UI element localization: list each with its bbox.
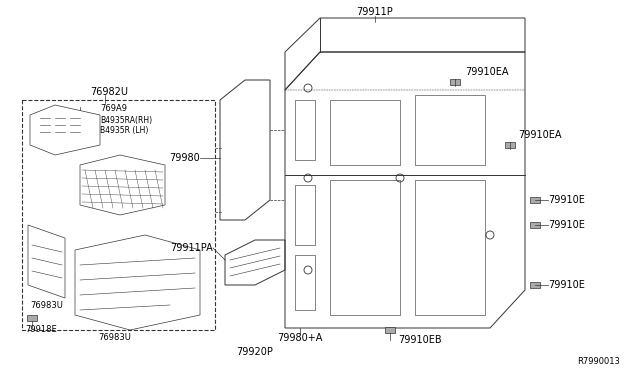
Text: 79910EA: 79910EA (518, 130, 561, 140)
Text: 79910EA: 79910EA (465, 67, 509, 77)
Text: 79911P: 79911P (356, 7, 394, 17)
Polygon shape (530, 282, 540, 288)
Text: 76983U: 76983U (99, 334, 131, 343)
Polygon shape (530, 222, 540, 228)
Text: 76982U: 76982U (90, 87, 128, 97)
Text: 79910EB: 79910EB (398, 335, 442, 345)
Polygon shape (385, 327, 395, 333)
Polygon shape (530, 197, 540, 203)
Polygon shape (450, 79, 460, 85)
Polygon shape (27, 315, 37, 321)
Text: B4935R (LH): B4935R (LH) (100, 125, 148, 135)
Text: 79910E: 79910E (548, 280, 585, 290)
Text: 79920P: 79920P (237, 347, 273, 357)
Text: 79980+A: 79980+A (277, 333, 323, 343)
Text: 79911PA: 79911PA (170, 243, 213, 253)
Polygon shape (505, 142, 515, 148)
Text: 769A9: 769A9 (100, 103, 127, 112)
Text: 76983U: 76983U (30, 301, 63, 310)
Text: 79918E: 79918E (25, 326, 57, 334)
Text: B4935RA(RH): B4935RA(RH) (100, 115, 152, 125)
Text: R7990013: R7990013 (577, 357, 620, 366)
Text: 79980: 79980 (169, 153, 200, 163)
Text: 79910E: 79910E (548, 220, 585, 230)
Text: 79910E: 79910E (548, 195, 585, 205)
